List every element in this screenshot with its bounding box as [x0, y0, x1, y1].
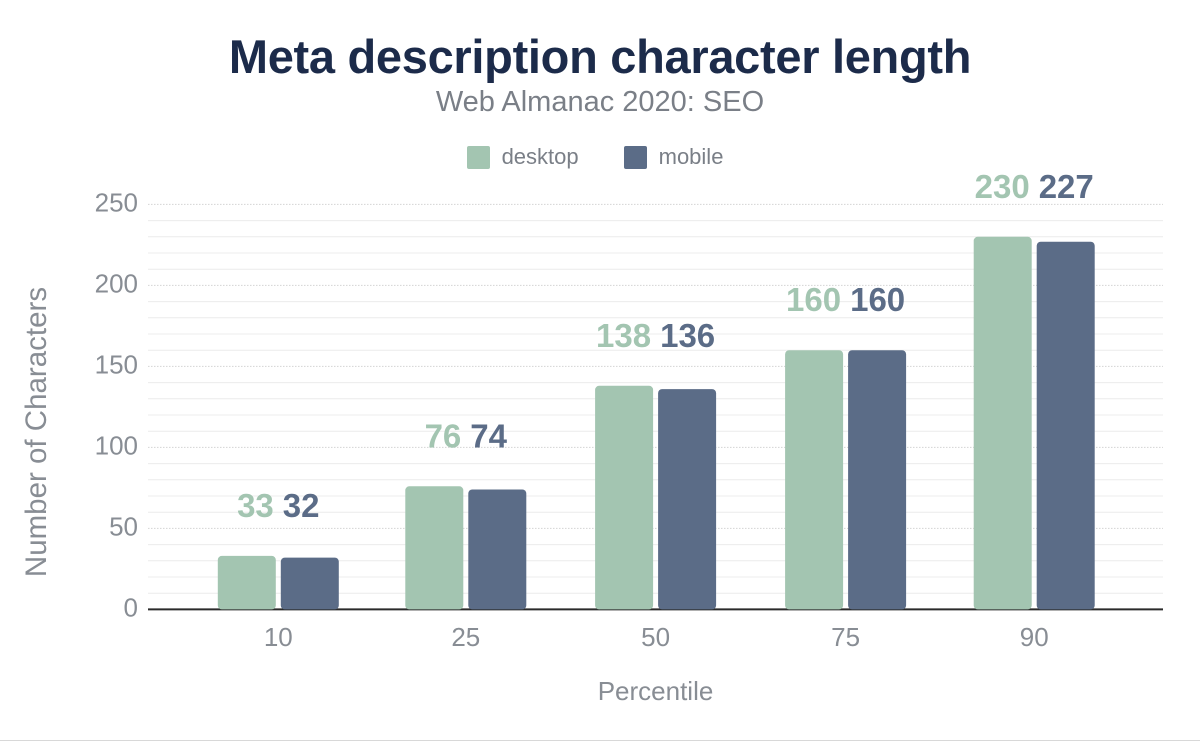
svg-text:138: 138 — [596, 317, 651, 354]
svg-text:0: 0 — [124, 592, 138, 622]
svg-text:50: 50 — [109, 511, 138, 541]
svg-text:76: 76 — [425, 417, 462, 454]
svg-text:32: 32 — [283, 487, 320, 524]
svg-text:75: 75 — [831, 622, 860, 652]
svg-text:250: 250 — [95, 187, 138, 217]
svg-text:136: 136 — [660, 317, 715, 354]
svg-text:10: 10 — [264, 622, 293, 652]
svg-text:230: 230 — [975, 168, 1030, 205]
svg-text:25: 25 — [451, 622, 480, 652]
svg-text:227: 227 — [1039, 168, 1094, 205]
svg-text:200: 200 — [95, 268, 138, 298]
svg-text:160: 160 — [850, 281, 905, 318]
svg-text:100: 100 — [95, 430, 138, 460]
svg-text:74: 74 — [470, 417, 507, 454]
svg-text:150: 150 — [95, 349, 138, 379]
svg-text:50: 50 — [641, 622, 670, 652]
svg-text:90: 90 — [1020, 622, 1049, 652]
svg-text:33: 33 — [237, 487, 274, 524]
svg-text:160: 160 — [786, 281, 841, 318]
